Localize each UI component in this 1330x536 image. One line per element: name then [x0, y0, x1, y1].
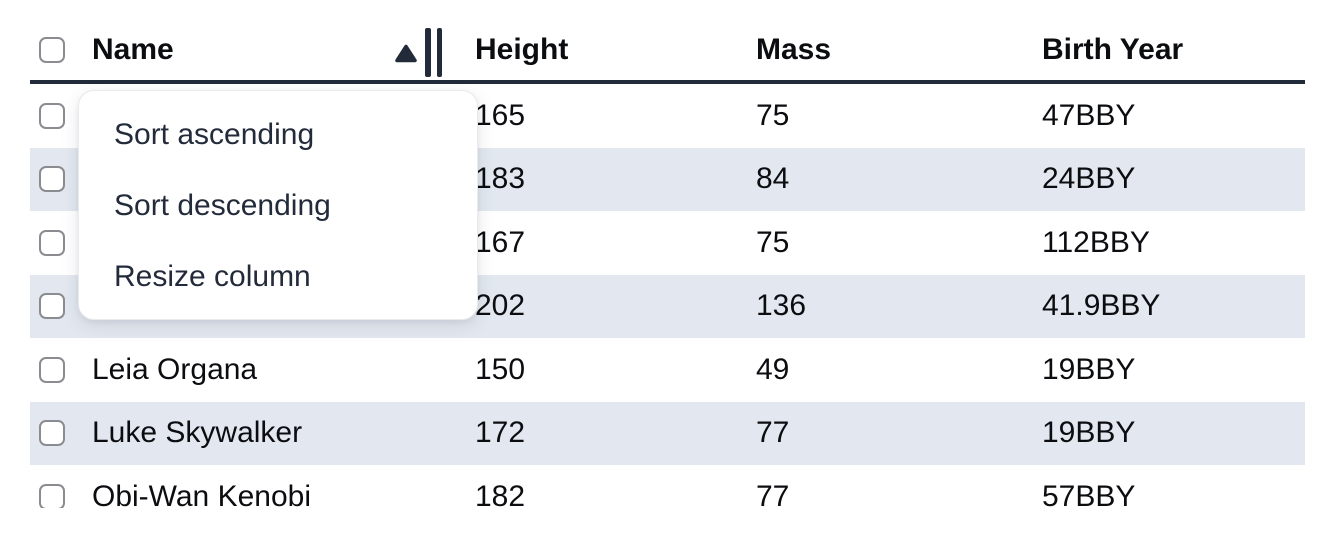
cell-height: 150 — [475, 352, 526, 386]
row-checkbox[interactable] — [39, 166, 65, 193]
cell-mass: 84 — [756, 162, 790, 196]
row-checkbox[interactable] — [39, 102, 65, 129]
column-resize-handle[interactable] — [425, 28, 442, 77]
cell-name: Luke Skywalker — [92, 416, 303, 450]
select-all-checkbox[interactable] — [39, 37, 65, 63]
cell-height: 183 — [475, 162, 526, 196]
cell-height: 172 — [475, 416, 526, 450]
resize-bar-icon — [436, 28, 442, 77]
cell-birth-year: 112BBY — [1042, 225, 1150, 259]
cell-mass: 77 — [756, 479, 790, 508]
menu-item-sort-descending[interactable]: Sort descending — [79, 170, 477, 241]
row-checkbox[interactable] — [39, 293, 65, 320]
menu-item-sort-ascending[interactable]: Sort ascending — [79, 99, 477, 170]
cell-birth-year: 47BBY — [1042, 98, 1136, 132]
cell-height: 165 — [475, 98, 526, 132]
row-checkbox[interactable] — [39, 229, 65, 256]
column-header-mass[interactable]: Mass — [756, 33, 832, 66]
column-header-name[interactable]: Name — [92, 33, 174, 66]
sort-ascending-triangle-icon — [395, 44, 417, 63]
cell-name: Leia Organa — [92, 352, 258, 386]
select-all-cell — [30, 37, 90, 63]
cell-birth-year: 19BBY — [1042, 416, 1136, 450]
cell-height: 182 — [475, 479, 526, 508]
cell-name: Obi-Wan Kenobi — [92, 479, 311, 508]
row-checkbox[interactable] — [39, 420, 65, 447]
column-header-birth-year[interactable]: Birth Year — [1042, 33, 1184, 66]
column-header-height[interactable]: Height — [475, 33, 569, 66]
cell-birth-year: 24BBY — [1042, 162, 1136, 196]
cell-mass: 77 — [756, 416, 790, 450]
resize-bar-icon — [425, 28, 431, 77]
row-checkbox[interactable] — [39, 356, 65, 383]
cell-mass: 75 — [756, 225, 790, 259]
cell-mass: 49 — [756, 352, 790, 386]
cell-height: 167 — [475, 225, 526, 259]
cell-birth-year: 41.9BBY — [1042, 289, 1161, 323]
cell-birth-year: 57BBY — [1042, 479, 1136, 508]
cell-mass: 75 — [756, 98, 790, 132]
column-context-menu: Sort ascending Sort descending Resize co… — [78, 90, 478, 320]
table-row[interactable]: Obi-Wan Kenobi 182 77 57BBY — [30, 465, 1305, 508]
cell-birth-year: 19BBY — [1042, 352, 1136, 386]
table-row[interactable]: Luke Skywalker 172 77 19BBY — [30, 401, 1305, 465]
row-checkbox[interactable] — [39, 483, 65, 508]
menu-item-resize-column[interactable]: Resize column — [79, 242, 477, 313]
cell-mass: 136 — [756, 289, 807, 323]
cell-height: 202 — [475, 289, 526, 323]
table-row[interactable]: Leia Organa 150 49 19BBY — [30, 338, 1305, 402]
table-header-row: Name Height Mass Birth Year — [30, 20, 1305, 84]
